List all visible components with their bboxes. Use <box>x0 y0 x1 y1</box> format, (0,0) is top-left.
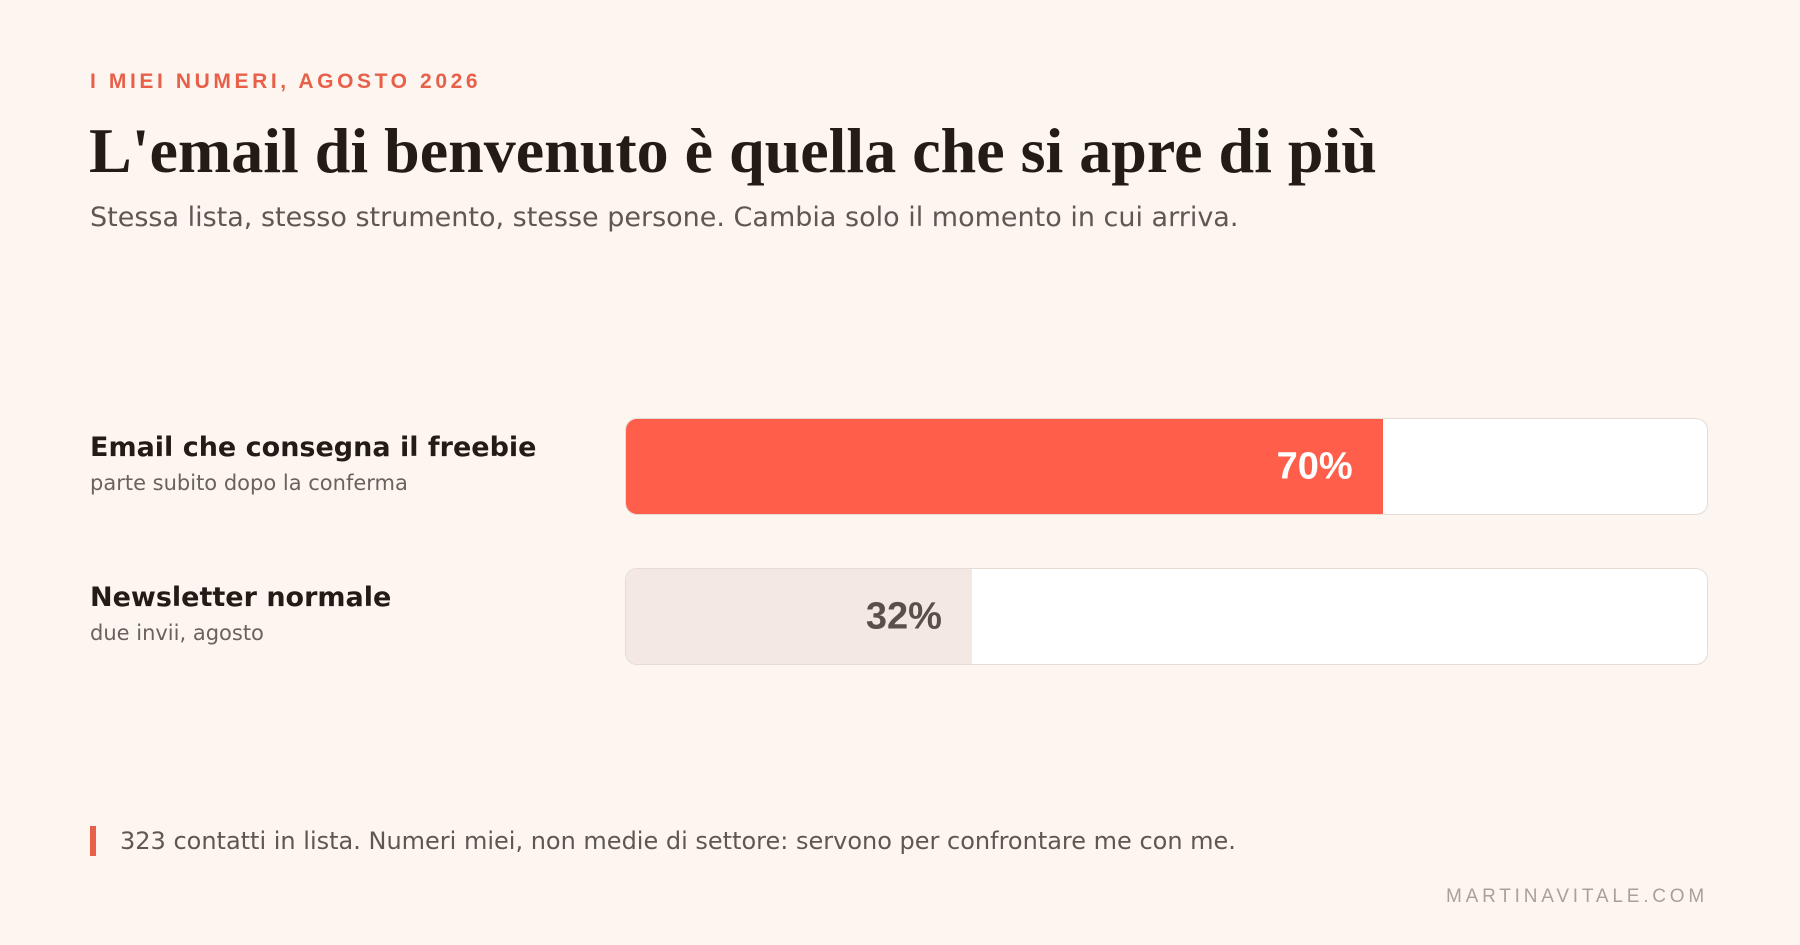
bar-value-label: 70% <box>1276 445 1353 487</box>
page-title: L'email di benvenuto è quella che si apr… <box>89 115 1377 186</box>
category-label: Newsletter normale <box>90 582 392 613</box>
bar-value-label: 32% <box>865 595 942 637</box>
bar-freebie: 70% <box>626 419 1383 514</box>
bar-label-newsletter: Newsletter normale due invii, agosto <box>90 582 391 645</box>
site-credit: MARTINAVITALE.COM <box>1445 886 1708 907</box>
category-label: Email che consegna il freebie <box>90 432 537 463</box>
bar-track-newsletter: 32% <box>625 568 1708 665</box>
accent-marker <box>90 826 96 856</box>
page-subtitle: Stessa lista, stesso strumento, stesse p… <box>90 202 1239 233</box>
footnote: 323 contatti in lista. Numeri miei, non … <box>90 826 1236 856</box>
eyebrow-label: I MIEI NUMERI, AGOSTO 2026 <box>90 70 482 93</box>
category-note: parte subito dopo la conferma <box>90 471 408 495</box>
bar-track-freebie: 70% <box>625 418 1708 515</box>
footnote-text: 323 contatti in lista. Numeri miei, non … <box>120 827 1236 855</box>
bar-newsletter: 32% <box>626 569 972 664</box>
bar-label-freebie: Email che consegna il freebie parte subi… <box>90 432 536 495</box>
category-note: due invii, agosto <box>90 621 264 645</box>
